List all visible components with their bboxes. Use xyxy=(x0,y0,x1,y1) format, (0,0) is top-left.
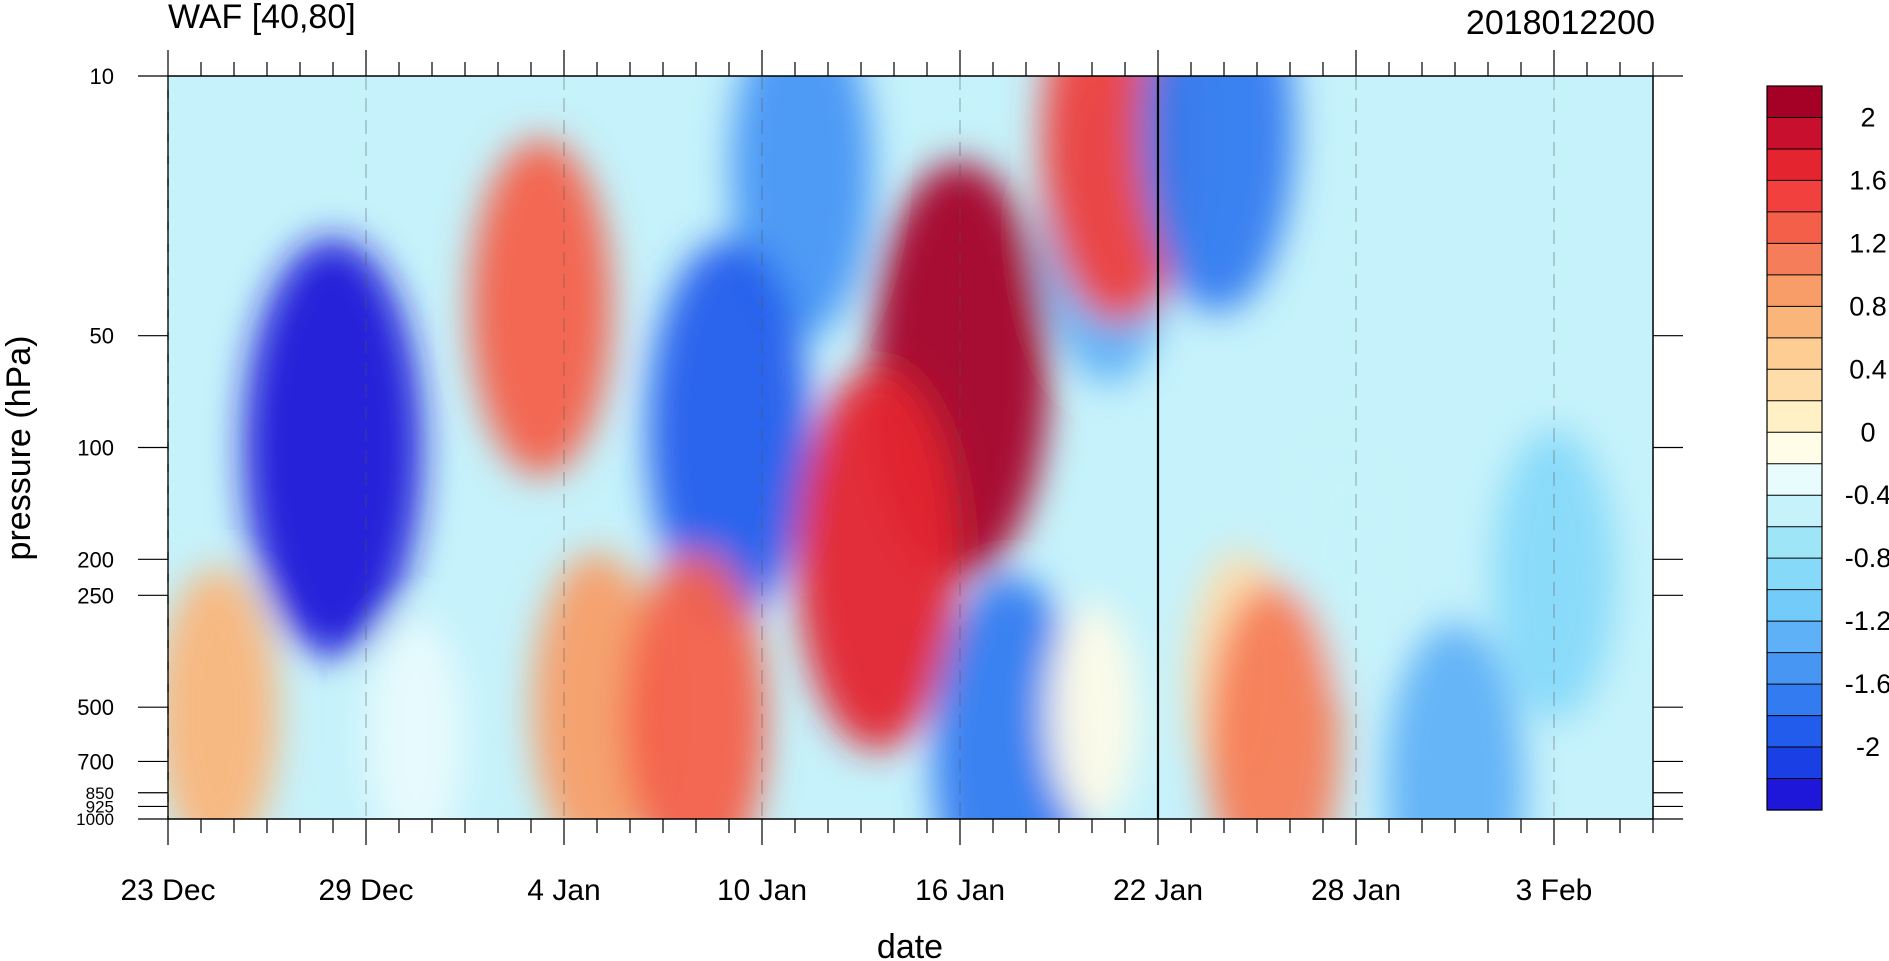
colorbar-label: 2 xyxy=(1860,102,1875,132)
x-tick-label: 4 Jan xyxy=(527,874,600,907)
x-tick-label: 10 Jan xyxy=(717,874,807,907)
colorbar-swatch xyxy=(1767,306,1822,339)
colorbar-swatch xyxy=(1767,337,1822,370)
colorbar-swatch xyxy=(1767,526,1822,559)
colorbar-swatch xyxy=(1767,117,1822,150)
colorbar-swatch xyxy=(1767,400,1822,433)
colorbar-label: 0.4 xyxy=(1849,354,1887,384)
x-tick-label: 28 Jan xyxy=(1311,874,1401,907)
field-blob-1 xyxy=(469,139,612,476)
colorbar-swatch xyxy=(1767,211,1822,244)
field-blob-9 xyxy=(1493,428,1615,721)
x-tick-label: 29 Dec xyxy=(318,874,413,907)
field-blob-11 xyxy=(168,567,279,819)
field-blob-15 xyxy=(932,574,1087,819)
y-tick-label: 200 xyxy=(77,547,114,572)
colorbar-swatch xyxy=(1767,558,1822,591)
y-tick-label: 500 xyxy=(77,695,114,720)
colorbar-label: -1.2 xyxy=(1845,606,1889,636)
y-tick-label: 925 xyxy=(86,797,114,816)
y-tick-label: 10 xyxy=(90,64,114,89)
colorbar-label: -0.8 xyxy=(1845,543,1889,573)
field-blob-16 xyxy=(1047,603,1137,819)
colorbar: 2 1.6 1.2 0.8 0.4 0 -0.4 -0.8 -1.2 -1.6 -2 xyxy=(1766,85,1889,811)
colorbar-swatch xyxy=(1767,369,1822,402)
field-blobs xyxy=(168,76,1615,819)
field-blob-19 xyxy=(1386,623,1524,819)
contour-field xyxy=(168,76,1653,819)
colorbar-swatch xyxy=(1767,495,1822,528)
colorbar-swatch xyxy=(1767,684,1822,717)
field-blob-18 xyxy=(1206,582,1341,819)
date-label: 2018012200 xyxy=(1466,4,1655,42)
y-tick-label: 50 xyxy=(90,324,114,349)
chart-title: WAF [40,80] xyxy=(168,0,356,36)
colorbar-label: 1.2 xyxy=(1849,228,1887,258)
colorbar-swatch xyxy=(1767,148,1822,182)
field-blob-5 xyxy=(244,238,422,657)
colorbar-label: -1.6 xyxy=(1845,669,1889,699)
x-tick-label: 23 Dec xyxy=(120,874,215,907)
x-axis: 23 Dec 29 Dec 4 Jan 10 Jan 16 Jan 22 Jan 28 Ja… xyxy=(120,50,1654,907)
x-axis-title: date xyxy=(877,928,943,961)
colorbar-swatch xyxy=(1767,652,1822,685)
colorbar-label: -0.4 xyxy=(1845,480,1889,510)
colorbar-swatch xyxy=(1767,86,1822,119)
colorbar-label: 0 xyxy=(1860,417,1875,447)
colorbar-swatch xyxy=(1767,274,1822,307)
colorbar-swatch xyxy=(1767,463,1822,496)
colorbar-frame xyxy=(1766,85,1823,811)
field-blob-4 xyxy=(1140,76,1295,313)
colorbar-swatch xyxy=(1767,180,1822,213)
y-axis-title: pressure (hPa) xyxy=(0,336,38,561)
field-blob-12 xyxy=(366,617,465,819)
x-tick-label: 16 Jan xyxy=(915,874,1005,907)
colorbar-swatch xyxy=(1767,589,1822,622)
field-blob-6 xyxy=(648,239,810,622)
y-tick-label: 700 xyxy=(77,749,114,774)
colorbar-label: 1.6 xyxy=(1849,165,1887,195)
field-blob-8 xyxy=(796,368,959,751)
colorbar-swatch xyxy=(1767,715,1822,748)
y-tick-label: 1000 xyxy=(76,810,114,829)
field-blob-14 xyxy=(625,551,767,819)
colorbar-swatch xyxy=(1767,778,1822,811)
colorbar-label: -2 xyxy=(1856,732,1880,762)
x-tick-label: 22 Jan xyxy=(1113,874,1203,907)
y-tick-label: 850 xyxy=(86,784,114,803)
y-tick-label: 250 xyxy=(77,583,114,608)
colorbar-swatch xyxy=(1767,243,1822,276)
x-tick-label: 3 Feb xyxy=(1516,874,1593,907)
colorbar-swatch xyxy=(1767,621,1822,654)
colorbar-label: 0.8 xyxy=(1849,291,1887,321)
colorbar-swatch xyxy=(1767,747,1822,780)
colorbar-swatch xyxy=(1767,432,1822,465)
y-tick-label: 100 xyxy=(77,436,114,461)
